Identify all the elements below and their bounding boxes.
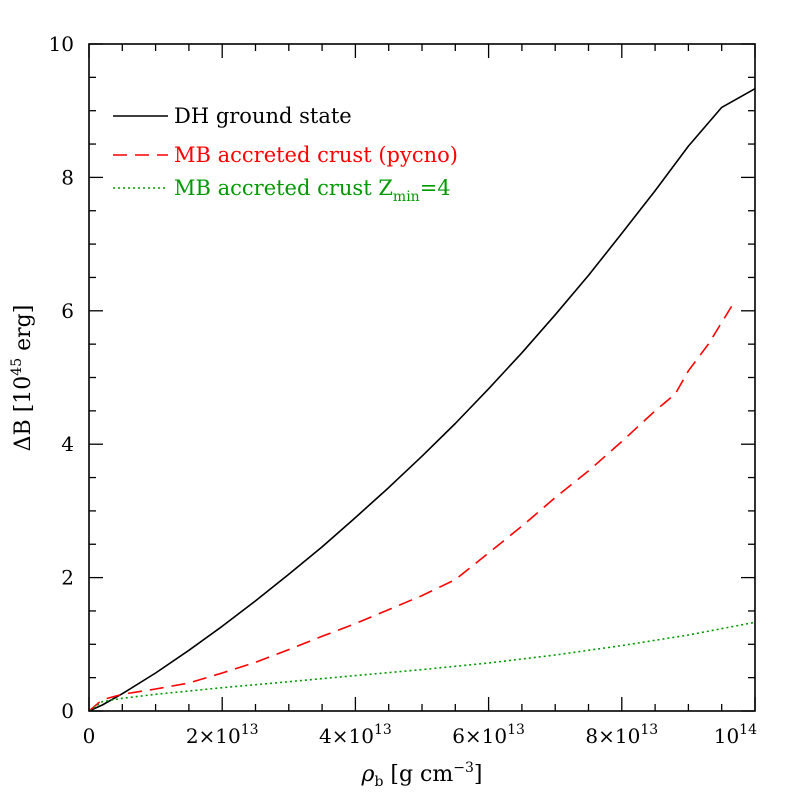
legend-label-2: MB accreted crust Zmin=4 bbox=[174, 176, 451, 205]
y-tick-label: 2 bbox=[61, 566, 74, 590]
series-lines bbox=[88, 88, 756, 712]
plot-frame bbox=[88, 43, 756, 712]
x-tick-mantissa: 6×10 bbox=[452, 724, 507, 748]
x-tick-exponent: 13 bbox=[241, 722, 259, 738]
legend: DH ground state MB accreted crust (pycno)… bbox=[113, 104, 458, 205]
y-axis-label-close: erg] bbox=[11, 305, 36, 358]
x-tick-label: 8×1013 bbox=[585, 722, 658, 748]
x-tick-label: 0 bbox=[83, 724, 96, 748]
x-axis-label-close: ] bbox=[474, 762, 483, 787]
x-tick-exponent: 13 bbox=[640, 722, 658, 738]
y-tick-label: 6 bbox=[61, 299, 74, 323]
x-tick-label: 2×1013 bbox=[186, 722, 259, 748]
legend-label-tail: =4 bbox=[420, 176, 451, 200]
y-tick-label: 10 bbox=[49, 32, 74, 56]
series-line-2 bbox=[88, 621, 756, 712]
y-tick-label: 8 bbox=[61, 165, 74, 189]
x-tick-mantissa: 2×10 bbox=[186, 724, 241, 748]
x-tick-exponent: 13 bbox=[507, 722, 525, 738]
legend-label-text: MB accreted crust (pycno) bbox=[174, 143, 458, 167]
y-tick-label: 0 bbox=[61, 699, 74, 723]
legend-label-sub: min bbox=[393, 189, 420, 205]
x-tick-mantissa: 0 bbox=[83, 724, 96, 748]
x-tick-label: 6×1013 bbox=[452, 722, 525, 748]
y-axis-label: ΔB [1045 erg] bbox=[9, 305, 36, 452]
x-tick-mantissa: 4×10 bbox=[319, 724, 374, 748]
x-tick-label: 4×1013 bbox=[319, 722, 392, 748]
series-line-0 bbox=[88, 88, 756, 712]
legend-label-text: DH ground state bbox=[174, 104, 352, 128]
legend-label-1: MB accreted crust (pycno) bbox=[174, 143, 458, 167]
y-axis-label-sup: 45 bbox=[9, 358, 25, 376]
x-tick-mantissa: 8×10 bbox=[585, 724, 640, 748]
x-tick-exponent: 14 bbox=[739, 722, 757, 738]
x-axis-label: ρb [g cm−3] bbox=[361, 760, 483, 790]
legend-label-text: MB accreted crust Z bbox=[174, 176, 393, 200]
x-tick-mantissa: 10 bbox=[714, 724, 739, 748]
y-axis-label-main: ΔB [10 bbox=[11, 376, 36, 452]
legend-label-0: DH ground state bbox=[174, 104, 352, 128]
x-tick-label: 1014 bbox=[714, 722, 757, 748]
x-axis-label-sup: −3 bbox=[453, 760, 474, 776]
y-tick-label: 4 bbox=[61, 432, 74, 456]
series-line-1 bbox=[88, 300, 736, 712]
x-axis-label-unit: [g cm bbox=[383, 762, 453, 787]
x-tick-exponent: 13 bbox=[374, 722, 392, 738]
x-axis-label-symbol: ρ bbox=[361, 762, 375, 787]
x-axis-label-sub: b bbox=[374, 774, 383, 790]
